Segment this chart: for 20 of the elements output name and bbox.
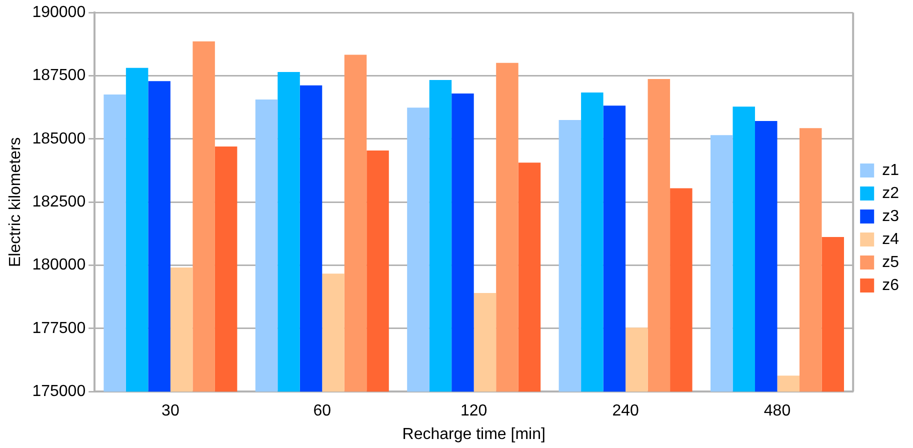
legend-label: z2	[882, 184, 900, 202]
y-axis-title: Electric kilometers	[7, 137, 24, 268]
y-tick-label: 187500	[32, 67, 86, 84]
y-tick-label: 180000	[32, 256, 86, 274]
y-tick-label: 190000	[32, 4, 86, 22]
x-tick-label: 240	[612, 402, 639, 420]
legend-label: z3	[882, 208, 900, 225]
x-tick-label: 120	[460, 402, 488, 420]
x-tick-label: 30	[162, 402, 180, 420]
y-tick-label: 175000	[32, 383, 86, 400]
x-tick-label: 60	[313, 402, 332, 420]
y-tick-label: 185000	[32, 130, 86, 148]
y-tick-label: 177500	[32, 320, 86, 337]
x-tick-label: 480	[764, 402, 791, 420]
legend-label: z6	[882, 276, 900, 294]
x-axis-title: Recharge time [min]	[402, 426, 546, 443]
legend-label: z1	[882, 162, 900, 179]
y-tick-label: 182500	[32, 194, 86, 211]
legend-label: z4	[882, 230, 900, 248]
legend-label: z5	[882, 254, 900, 271]
